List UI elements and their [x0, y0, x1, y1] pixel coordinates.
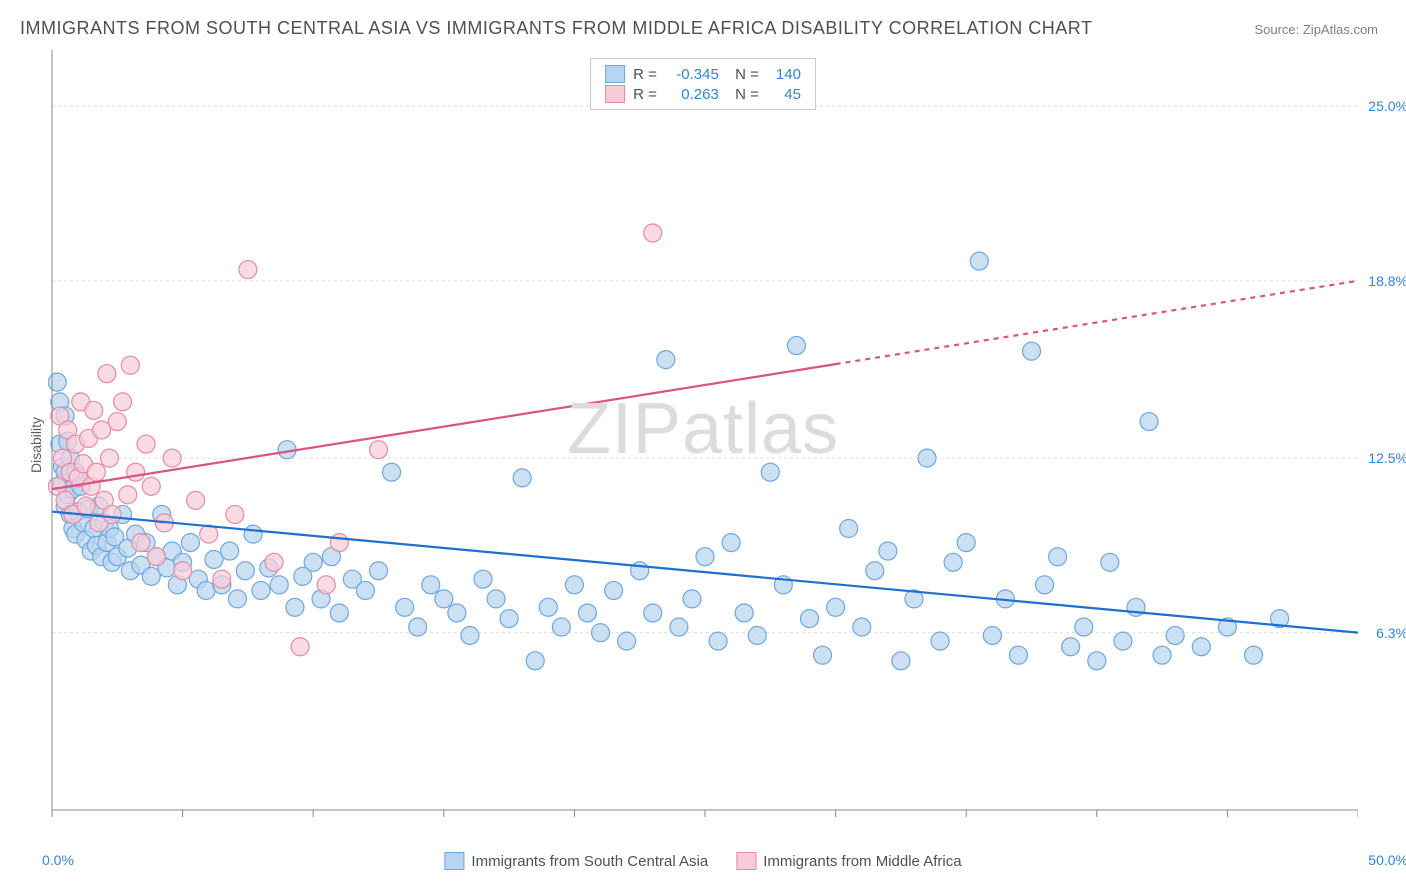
swatch-sca-icon [444, 852, 464, 870]
y-tick-label: 6.3% [1376, 625, 1406, 641]
y-axis-label: Disability [28, 417, 44, 473]
chart-title: IMMIGRANTS FROM SOUTH CENTRAL ASIA VS IM… [20, 18, 1092, 39]
x-axis-min-label: 0.0% [42, 852, 74, 868]
x-axis-max-label: 50.0% [1368, 852, 1406, 868]
legend-label-ma: Immigrants from Middle Africa [763, 853, 961, 870]
legend-label-sca: Immigrants from South Central Asia [471, 853, 708, 870]
stats-row-sca: R =-0.345 N =140 [605, 64, 801, 84]
swatch-sca [605, 65, 625, 83]
legend-item-sca: Immigrants from South Central Asia [444, 852, 708, 870]
scatter-plot [48, 50, 1358, 840]
swatch-ma-icon [736, 852, 756, 870]
chart-area: Disability ZIPatlas R =-0.345 N =140 R =… [48, 50, 1358, 840]
y-tick-label: 18.8% [1368, 273, 1406, 289]
stats-legend-box: R =-0.345 N =140 R =0.263 N =45 [590, 58, 816, 110]
bottom-legend: Immigrants from South Central Asia Immig… [444, 852, 961, 870]
swatch-ma [605, 85, 625, 103]
y-tick-label: 12.5% [1368, 450, 1406, 466]
stats-row-ma: R =0.263 N =45 [605, 84, 801, 104]
y-tick-label: 25.0% [1368, 98, 1406, 114]
source-attribution: Source: ZipAtlas.com [1254, 22, 1378, 37]
legend-item-ma: Immigrants from Middle Africa [736, 852, 961, 870]
